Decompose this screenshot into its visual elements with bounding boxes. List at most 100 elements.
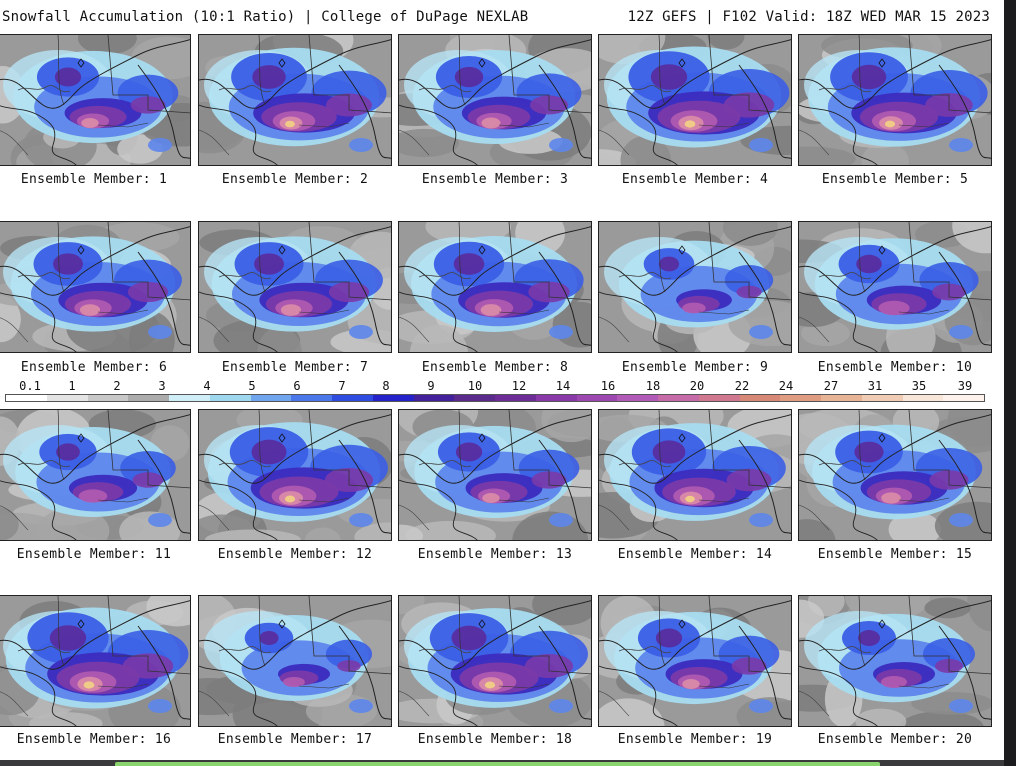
colorbar-swatch xyxy=(46,395,88,401)
snowfall-contour xyxy=(549,138,573,152)
colorbar-tick-label: 39 xyxy=(957,379,973,393)
snowfall-contour xyxy=(899,711,984,726)
map-boundary-line xyxy=(199,690,230,717)
map-boundary-line xyxy=(199,129,230,156)
colorbar-tick-label: 8 xyxy=(382,379,390,393)
colorbar-swatch xyxy=(291,395,332,401)
map-boundary-line xyxy=(218,85,272,93)
diamond-marker-icon xyxy=(278,619,286,629)
map-boundary-line xyxy=(458,596,466,667)
map-boundary-line xyxy=(199,104,278,165)
map-boundary-line xyxy=(599,414,791,484)
map-boundary-line xyxy=(708,596,791,675)
colorbar-swatch xyxy=(454,395,495,401)
snowfall-contour xyxy=(749,325,773,339)
map-boundary-line xyxy=(738,251,791,346)
map-boundary-line xyxy=(0,226,190,296)
map-boundary-line xyxy=(799,316,830,343)
map-boundary-line xyxy=(399,316,430,343)
map-boundary-line xyxy=(799,414,991,484)
snowfall-contour xyxy=(549,513,573,527)
map-boundary-line xyxy=(399,129,430,156)
snowfall-contour xyxy=(881,492,901,504)
map-boundary-line xyxy=(938,625,991,720)
snowfall-contour xyxy=(252,65,286,89)
ensemble-member-map xyxy=(0,34,191,166)
map-boundary-line xyxy=(308,35,391,114)
ensemble-member-label: Ensemble Member: 6 xyxy=(20,360,168,375)
snowfall-contour xyxy=(451,625,487,651)
ensemble-member-map xyxy=(798,34,992,166)
snowfall-contour xyxy=(405,520,496,540)
map-boundary-line xyxy=(57,410,65,481)
colorbar-tick-label: 6 xyxy=(293,379,301,393)
map-boundary-line xyxy=(708,35,791,114)
colorbar-tick-label: 5 xyxy=(248,379,256,393)
colorbar-tick-label: 24 xyxy=(778,379,794,393)
colorbar-swatch xyxy=(821,395,862,401)
ensemble-member-label: Ensemble Member: 1 xyxy=(20,172,168,187)
map-boundary-line xyxy=(698,122,750,128)
snowfall-contour xyxy=(858,630,880,646)
snowfall-contour xyxy=(119,511,181,540)
map-boundary-line xyxy=(458,35,466,106)
map-boundary-line xyxy=(858,222,866,293)
map-boundary-line xyxy=(57,222,65,293)
map-boundary-line xyxy=(508,410,591,489)
ensemble-member-map xyxy=(398,595,592,727)
map-boundary-line xyxy=(399,39,591,109)
snowfall-contour xyxy=(923,638,975,670)
window-edge xyxy=(1004,0,1016,766)
ensemble-member-label: Ensemble Member: 8 xyxy=(421,360,569,375)
diamond-marker-icon xyxy=(478,245,486,255)
ensemble-member-map xyxy=(198,595,392,727)
diamond-marker-icon xyxy=(878,433,886,443)
ensemble-member-label: Ensemble Member: 17 xyxy=(217,732,373,747)
snowfall-contour xyxy=(851,64,887,90)
map-boundary-line xyxy=(698,497,750,503)
map-boundary-line xyxy=(418,646,472,654)
colorbar-swatch xyxy=(169,395,210,401)
colorbar-swatch xyxy=(535,395,577,401)
snowfall-contour xyxy=(409,324,469,352)
snowfall-contour xyxy=(148,699,172,713)
ensemble-member-map xyxy=(598,221,792,353)
colorbar-tick-label: 27 xyxy=(823,379,839,393)
map-boundary-line xyxy=(338,625,391,720)
map-boundary-line xyxy=(658,35,666,106)
snowfall-contour xyxy=(707,35,745,50)
map-boundary-line xyxy=(338,439,391,534)
snowfall-contour xyxy=(855,708,907,726)
colorbar-swatch xyxy=(658,395,699,401)
map-boundary-line xyxy=(199,316,230,343)
map-boundary-line xyxy=(0,317,29,343)
snowfall-contour xyxy=(254,253,284,275)
diamond-marker-icon xyxy=(678,245,686,255)
snowfall-contour xyxy=(599,698,665,726)
map-boundary-line xyxy=(107,222,190,301)
map-boundary-line xyxy=(418,272,472,280)
map-boundary-line xyxy=(57,596,65,667)
ensemble-member-label: Ensemble Member: 4 xyxy=(621,172,769,187)
map-boundary-line xyxy=(0,130,29,156)
map-boundary-line xyxy=(308,222,391,301)
map-boundary-line xyxy=(799,600,991,670)
snowfall-contour xyxy=(924,597,971,619)
snowfall-contour xyxy=(549,699,573,713)
ensemble-member-label: Ensemble Member: 10 xyxy=(817,360,973,375)
snowfall-contour xyxy=(861,142,909,165)
snowfall-contour xyxy=(655,628,683,648)
map-boundary-line xyxy=(0,600,190,670)
snowfall-contour xyxy=(652,440,686,464)
map-boundary-line xyxy=(658,222,666,293)
colorbar-swatch xyxy=(576,395,618,401)
map-boundary-line xyxy=(258,596,266,667)
snowfall-contour xyxy=(949,325,973,339)
map-boundary-line xyxy=(538,64,591,159)
snowfall-contour xyxy=(854,441,884,463)
ensemble-member-label: Ensemble Member: 9 xyxy=(621,360,769,375)
map-boundary-line xyxy=(599,479,678,540)
map-boundary-line xyxy=(599,39,791,109)
map-boundary-line xyxy=(0,105,77,165)
snowfall-contour xyxy=(949,513,973,527)
